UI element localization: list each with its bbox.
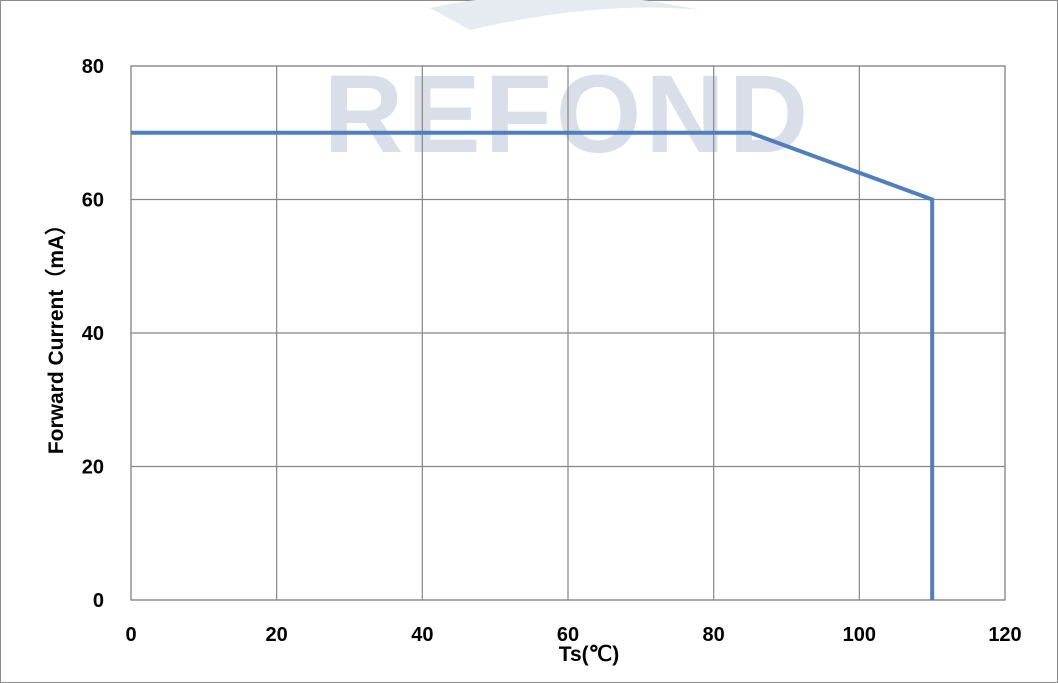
x-tick-label: 100 — [843, 624, 876, 646]
x-tick-labels: 0 20 40 60 80 100 120 — [125, 624, 1021, 646]
x-tick-label: 40 — [411, 624, 433, 646]
grid — [130, 65, 1006, 601]
x-tick-label: 20 — [266, 624, 288, 646]
x-tick-label: 0 — [125, 624, 136, 646]
y-tick-label: 80 — [82, 56, 104, 78]
x-tick-label: 80 — [703, 624, 725, 646]
watermark-text: REFOND — [324, 53, 812, 176]
y-tick-labels: 0 20 40 60 80 — [82, 56, 104, 612]
series-layer — [130, 130, 935, 601]
y-tick-label: 0 — [93, 590, 104, 612]
x-tick-label: 60 — [557, 624, 579, 646]
x-axis-title: Ts(℃) — [559, 643, 620, 666]
y-axis-title: Forward Current（mA） — [44, 214, 68, 454]
y-tick-label: 40 — [82, 323, 104, 345]
watermark-logo: REFOND — [324, 0, 812, 176]
series-line — [131, 130, 935, 600]
y-tick-label: 60 — [82, 190, 104, 212]
y-tick-label: 20 — [82, 457, 104, 479]
x-tick-label: 120 — [988, 624, 1021, 646]
